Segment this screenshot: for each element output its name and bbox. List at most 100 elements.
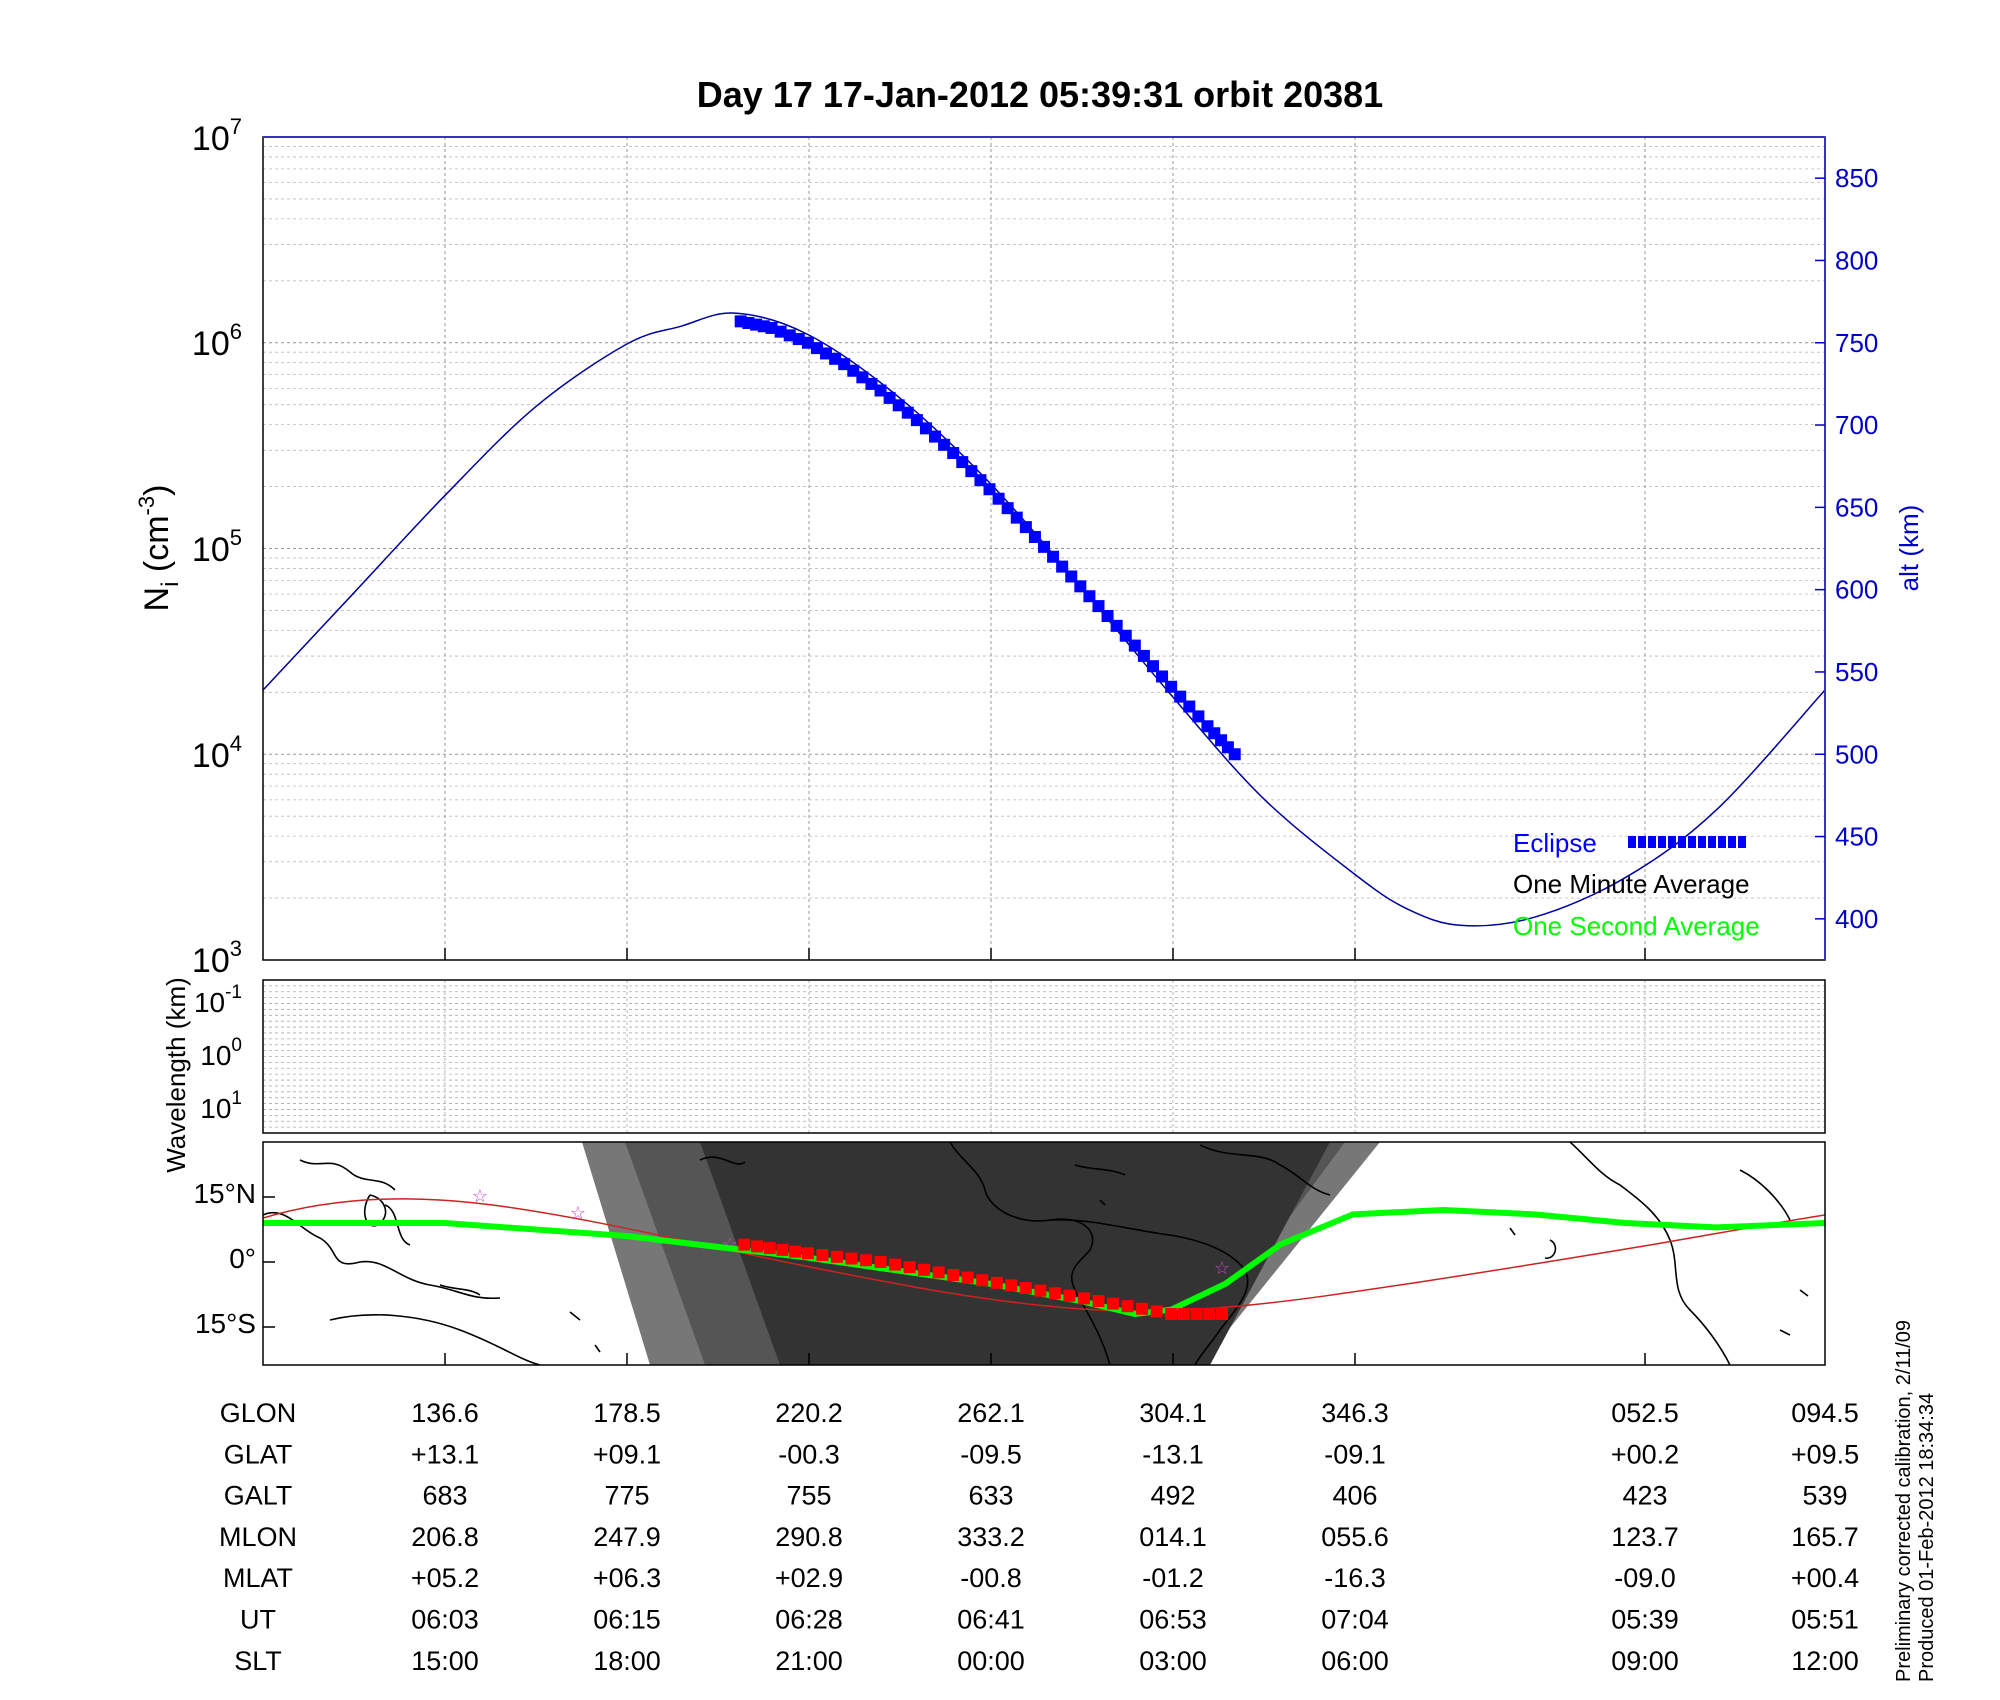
legend-eclipse-marker — [1668, 836, 1676, 848]
legend: Eclipse One Minute Average One Second Av… — [1513, 828, 1760, 941]
altitude-tick-label: 650 — [1835, 492, 1878, 522]
wave-tick-1e1: 101 — [200, 1088, 242, 1124]
table-cell: +06.3 — [593, 1563, 661, 1593]
altitude-tick-label: 500 — [1835, 739, 1878, 769]
eclipse-marker — [847, 364, 860, 377]
legend-one-second-label: One Second Average — [1513, 911, 1760, 941]
table-cell: 406 — [1332, 1481, 1377, 1511]
table-cell: 18:00 — [593, 1646, 661, 1676]
table-cell: 21:00 — [775, 1646, 843, 1676]
table-cell: 165.7 — [1791, 1522, 1859, 1552]
legend-eclipse-marker — [1638, 836, 1646, 848]
eclipse-marker — [810, 342, 823, 355]
legend-eclipse-label: Eclipse — [1513, 828, 1597, 858]
wavelength-plot-frame — [262, 979, 1826, 1134]
table-cell: 123.7 — [1611, 1522, 1679, 1552]
eclipse-marker — [929, 430, 942, 443]
eclipse-marker — [765, 321, 778, 334]
track-red-marker — [961, 1271, 974, 1284]
eclipse-marker — [1028, 530, 1041, 543]
table-cell: 262.1 — [957, 1398, 1025, 1428]
map-panel: ☆☆☆☆ 15°N 0° 15°S — [193, 1141, 1826, 1366]
legend-eclipse-marker — [1628, 836, 1636, 848]
track-red-markers — [738, 1238, 1228, 1320]
table-cell: 055.6 — [1321, 1522, 1389, 1552]
eclipse-marker — [829, 352, 842, 365]
track-red-marker — [903, 1261, 916, 1274]
eclipse-markers — [734, 315, 1241, 761]
table-cell: -16.3 — [1324, 1563, 1386, 1593]
track-red-marker — [947, 1269, 960, 1281]
eclipse-marker — [1092, 600, 1105, 613]
legend-one-minute-label: One Minute Average — [1513, 869, 1750, 899]
eclipse-marker — [983, 483, 996, 496]
eclipse-marker — [938, 438, 951, 451]
density-panel: 103 104 105 106 107 Ni (cm-3) 400 450 500 5… — [134, 114, 1924, 980]
legend-eclipse-marker — [1728, 836, 1736, 848]
table-cell: 052.5 — [1611, 1398, 1679, 1428]
table-cell: 06:00 — [1321, 1646, 1389, 1676]
table-cell: 12:00 — [1791, 1646, 1859, 1676]
eclipse-marker — [919, 422, 932, 435]
track-red-marker — [976, 1274, 989, 1287]
table-cell: 014.1 — [1139, 1522, 1207, 1552]
table-row-label: MLAT — [223, 1563, 293, 1593]
table-cell: 094.5 — [1791, 1398, 1859, 1428]
track-red-marker — [1034, 1284, 1047, 1297]
y-tick-1e5: 105 — [192, 525, 242, 569]
table-row-label: UT — [240, 1605, 276, 1635]
table-cell: +02.9 — [775, 1563, 843, 1593]
table-cell: 304.1 — [1139, 1398, 1207, 1428]
track-red-marker — [1150, 1305, 1163, 1318]
map-tick-0: 0° — [229, 1243, 256, 1274]
table-cell: 06:28 — [775, 1605, 843, 1635]
track-red-marker — [763, 1242, 776, 1255]
chart-title: Day 17 17-Jan-2012 05:39:31 orbit 20381 — [697, 74, 1383, 115]
table-cell: 06:41 — [957, 1605, 1025, 1635]
legend-eclipse-marker — [1708, 836, 1716, 848]
eclipse-marker — [1038, 540, 1050, 553]
eclipse-marker — [1056, 560, 1069, 573]
eclipse-marker — [892, 399, 905, 412]
altitude-tick-label: 800 — [1835, 245, 1878, 275]
wave-tick-1e-1: 10-1 — [194, 982, 242, 1018]
table-row-label: SLT — [234, 1646, 282, 1676]
track-red-marker — [1063, 1289, 1076, 1302]
altitude-tick-label: 450 — [1835, 822, 1878, 852]
position-star-marker: ☆ — [1214, 1258, 1230, 1278]
map-frame — [262, 1141, 1826, 1366]
eclipse-marker — [820, 347, 833, 360]
table-row-label: GALT — [224, 1481, 293, 1511]
track-red-marker — [1190, 1308, 1203, 1320]
track-red-marker — [860, 1254, 873, 1267]
table-cell: 775 — [604, 1481, 649, 1511]
track-red-marker — [1177, 1308, 1190, 1320]
legend-eclipse-marker — [1738, 836, 1746, 848]
eclipse-marker — [1010, 511, 1023, 524]
y-tick-1e4: 104 — [192, 731, 242, 775]
track-red-marker — [1019, 1282, 1032, 1294]
eclipse-marker — [783, 329, 796, 342]
table-cell: +09.5 — [1791, 1439, 1859, 1469]
eclipse-marker — [856, 371, 869, 384]
eclipse-marker — [965, 465, 978, 478]
eclipse-marker — [874, 384, 887, 397]
track-red-marker — [1005, 1279, 1018, 1292]
track-red-marker — [1121, 1300, 1134, 1313]
track-red-marker — [751, 1240, 764, 1253]
table-cell: 09:00 — [1611, 1646, 1679, 1676]
legend-eclipse-marker — [1648, 836, 1656, 848]
table-cell: 06:03 — [411, 1605, 479, 1635]
footnote-calibration: Preliminary corrected calibration, 2/11/… — [1893, 1320, 1915, 1682]
table-cell: 333.2 — [957, 1522, 1025, 1552]
legend-eclipse-marker — [1688, 836, 1696, 848]
eclipse-marker — [1074, 580, 1087, 593]
track-red-marker — [1107, 1297, 1120, 1310]
y-tick-1e3: 103 — [192, 936, 242, 980]
table-cell: -01.2 — [1142, 1563, 1204, 1593]
track-red-marker — [816, 1249, 829, 1262]
table-cell: +05.2 — [411, 1563, 479, 1593]
table-cell: 05:39 — [1611, 1605, 1679, 1635]
y-tick-1e7: 107 — [192, 114, 242, 158]
table-cell: 03:00 — [1139, 1646, 1207, 1676]
